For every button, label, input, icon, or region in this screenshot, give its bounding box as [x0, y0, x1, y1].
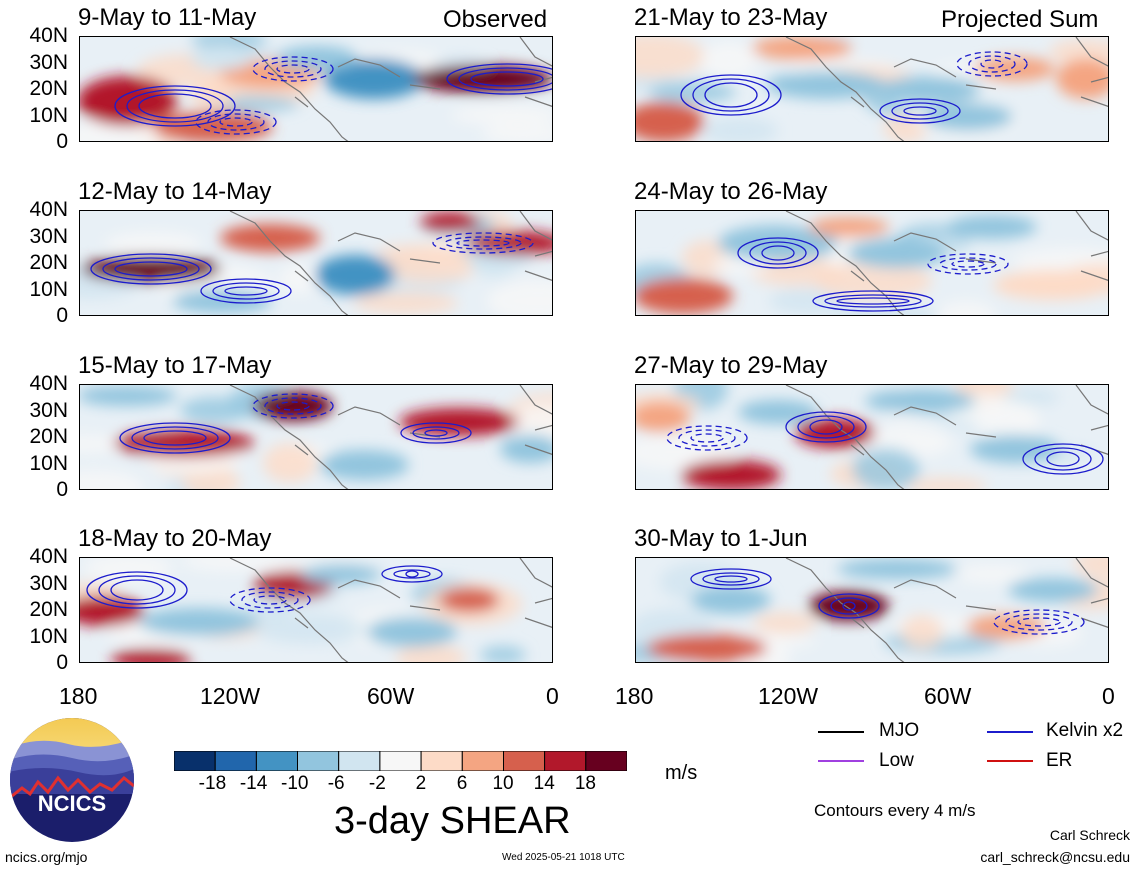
author-name: Carl Schreck: [1049, 827, 1130, 843]
colorbar-tick-label: 10: [492, 773, 514, 794]
shear-map: [80, 385, 552, 489]
colorbar-swatch: [420, 751, 463, 771]
colorbar-swatch: [461, 751, 504, 771]
y-tick-label: 10N: [29, 277, 68, 301]
x-tick-left-4: 0: [546, 683, 559, 709]
panel-2-title: 21-May to 23-May: [634, 4, 828, 31]
y-tick-label: 40N: [29, 545, 68, 568]
colorbar-swatch: [379, 751, 422, 771]
colorbar-tick-label: 6: [456, 773, 468, 794]
panel-4-title: 24-May to 26-May: [634, 178, 828, 205]
y-tick-label: 20N: [29, 425, 68, 448]
y-tick-label: 0: [56, 130, 68, 153]
y-tick-label: 30N: [29, 50, 68, 74]
shear-map: [80, 211, 552, 315]
panel-1-title: 9-May to 11-May: [78, 4, 257, 31]
contour-note: Contours every 4 m/s: [814, 801, 976, 820]
panel-8-title: 30-May to 1-Jun: [634, 525, 808, 552]
colorbar: [174, 751, 627, 771]
colorbar-swatch: [255, 751, 299, 771]
x-tick-right-2: 120W: [758, 683, 819, 709]
map-panel-8: [635, 557, 1109, 663]
panel-7-title: 18-May to 20-May: [78, 525, 272, 552]
y-tick-label: 0: [56, 651, 68, 674]
colorbar-tick-label: -14: [239, 773, 268, 794]
y-tick-label: 40N: [29, 24, 68, 47]
legend-er-label: ER: [1046, 750, 1073, 771]
colorbar-swatch: [338, 751, 381, 771]
y-tick-label: 10N: [29, 451, 68, 475]
colorbar-tick-label: -18: [198, 773, 227, 794]
y-tick-label: 40N: [29, 372, 68, 395]
colorbar-tick-label: -10: [281, 773, 309, 794]
y-tick-label: 30N: [29, 571, 68, 595]
x-tick-right-3: 60W: [924, 683, 972, 709]
shear-map: [80, 558, 552, 662]
site-link[interactable]: ncics.org/mjo: [5, 849, 88, 865]
colorbar-tick-label: 18: [574, 773, 596, 794]
y-tick-label: 10N: [29, 103, 68, 127]
legend-kelvin-label: Kelvin x2: [1046, 720, 1124, 741]
colorbar-tick-label: 2: [415, 773, 427, 794]
map-panel-4: [635, 210, 1109, 316]
x-tick-left-1: 180: [59, 683, 98, 709]
y-tick-label: 20N: [29, 77, 68, 100]
panel-3-title: 12-May to 14-May: [78, 178, 272, 205]
legend-low-label: Low: [879, 750, 914, 771]
x-tick-left-3: 60W: [367, 683, 415, 709]
map-panel-2: [635, 36, 1109, 142]
y-tick-label: 30N: [29, 224, 68, 248]
legend-er-line: [987, 760, 1033, 762]
y-tick-label: 20N: [29, 598, 68, 621]
map-panel-5: [79, 384, 553, 490]
map-panel-3: [79, 210, 553, 316]
y-tick-label: 40N: [29, 198, 68, 221]
y-tick-label: 0: [56, 478, 68, 501]
map-panel-6: [635, 384, 1109, 490]
shear-map: [636, 37, 1108, 141]
panel-6-title: 27-May to 29-May: [634, 352, 828, 379]
ncics-logo: NCICS: [10, 718, 134, 842]
panel-1-tag: Observed: [443, 6, 548, 33]
panel-2-tag: Projected Sum: [941, 6, 1099, 33]
shear-map: [636, 211, 1108, 315]
colorbar-swatch: [585, 751, 627, 771]
x-tick-right-4: 0: [1102, 683, 1115, 709]
logo-text: NCICS: [38, 791, 106, 816]
shear-map: [636, 385, 1108, 489]
colorbar-swatch: [174, 751, 216, 771]
author-email: carl_schreck@ncsu.edu: [980, 849, 1130, 865]
chart-title: 3-day SHEAR: [334, 800, 571, 842]
colorbar-tick-label: 14: [533, 773, 555, 794]
colorbar-swatch: [503, 751, 546, 771]
legend-kelvin-line: [987, 731, 1033, 733]
map-panel-7: [79, 557, 553, 663]
panel-5-title: 15-May to 17-May: [78, 352, 272, 379]
y-tick-label: 0: [56, 304, 68, 327]
map-panel-1: [79, 36, 553, 142]
colorbar-swatch: [297, 751, 340, 771]
shear-map: [636, 558, 1108, 662]
shear-map: [80, 37, 552, 141]
colorbar-swatch: [544, 751, 587, 771]
colorbar-tick-label: -6: [327, 773, 345, 794]
legend-mjo-label: MJO: [879, 720, 920, 741]
timestamp: Wed 2025-05-21 1018 UTC: [502, 852, 625, 863]
colorbar-swatch: [214, 751, 257, 771]
y-tick-label: 30N: [29, 398, 68, 422]
x-tick-left-2: 120W: [200, 683, 261, 709]
legend-mjo-line: [818, 731, 864, 733]
colorbar-tick-label: -2: [368, 773, 386, 794]
units-label: m/s: [665, 762, 698, 784]
x-tick-right-1: 180: [615, 683, 654, 709]
y-tick-label: 10N: [29, 624, 68, 648]
legend-low-line: [818, 760, 864, 762]
y-tick-label: 20N: [29, 251, 68, 274]
